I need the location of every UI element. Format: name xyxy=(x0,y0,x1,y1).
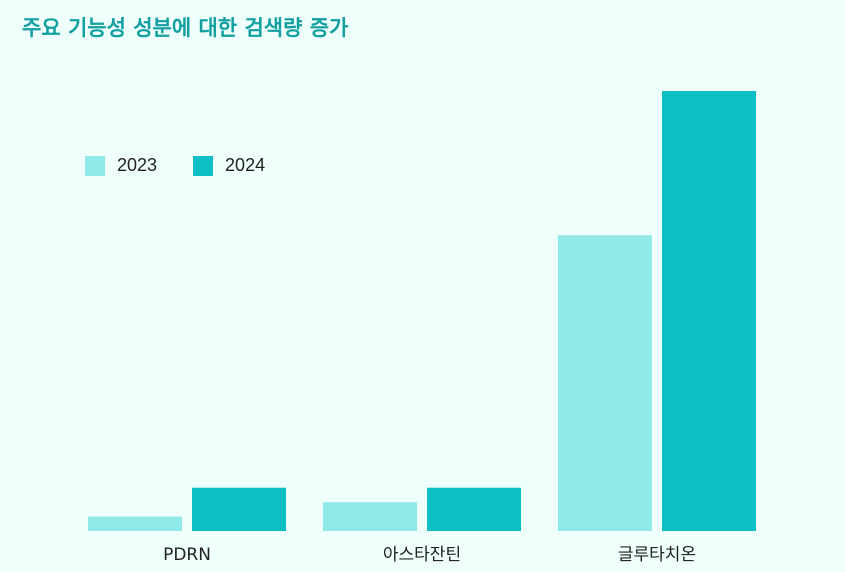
category-label-2: 글루타치온 xyxy=(618,545,696,565)
chart-legend: 2023 2024 xyxy=(85,155,265,176)
legend-label-2024: 2024 xyxy=(225,155,266,175)
category-label-0: PDRN xyxy=(163,545,211,565)
bar-2024-2 xyxy=(662,91,756,531)
bar-2024-1 xyxy=(427,487,521,531)
bar-2023-0 xyxy=(88,516,182,531)
legend-item-2024: 2024 xyxy=(193,155,265,176)
bar-2023-2 xyxy=(558,235,652,531)
bar-2023-1 xyxy=(323,502,417,531)
category-label-1: 아스타잔틴 xyxy=(383,545,461,565)
bar-2024-0 xyxy=(192,487,286,531)
legend-item-2023: 2023 xyxy=(85,155,157,176)
legend-swatch-2024 xyxy=(193,155,214,176)
legend-swatch-2023 xyxy=(85,155,105,176)
legend-label-2023: 2023 xyxy=(117,155,158,175)
chart-title: 주요 기능성 성분에 대한 검색량 증가 xyxy=(22,16,349,40)
